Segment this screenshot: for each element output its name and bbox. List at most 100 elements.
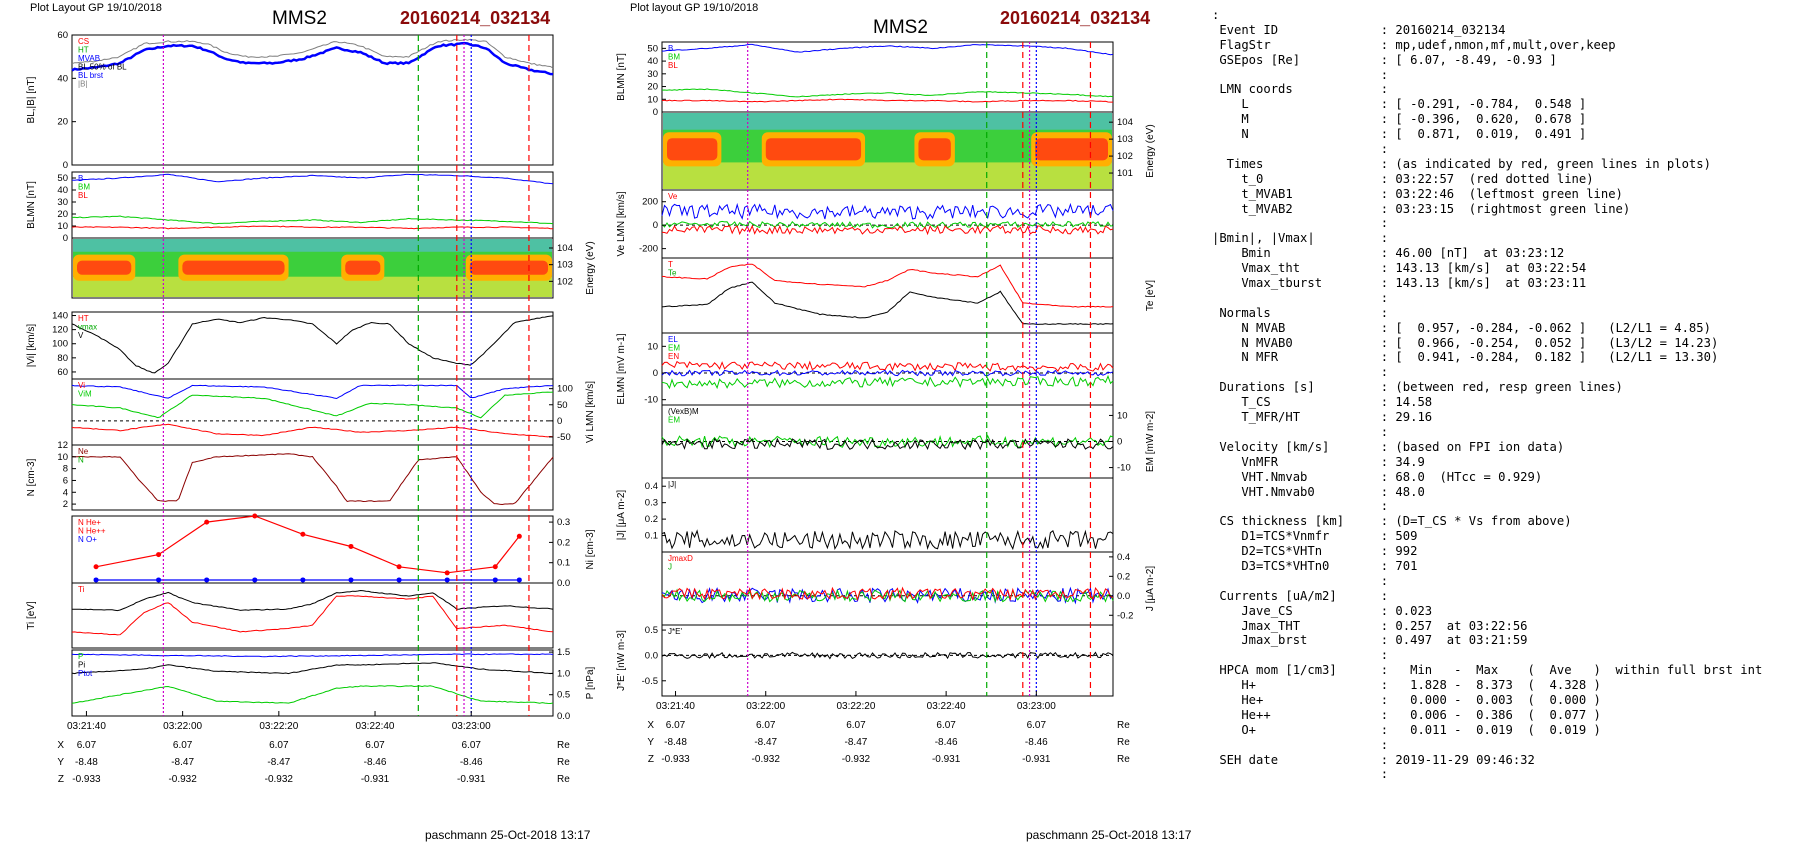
series-line xyxy=(71,225,554,230)
ephemeris-value: -8.46 xyxy=(364,757,387,768)
ephemeris-value: -0.931 xyxy=(1022,754,1051,765)
ephemeris-value: 6.07 xyxy=(365,740,385,751)
info-line: D3=TCS*VHTn0 : 701 xyxy=(1212,558,1418,573)
legend-entry: EM xyxy=(668,344,680,353)
info-line: VHT.Nmvab : 68.0 (HTcc = 0.929) xyxy=(1212,469,1543,484)
panel-frame xyxy=(661,624,1114,697)
info-line: Jmax_brst : 0.497 at 03:21:59 xyxy=(1212,633,1528,648)
panel-frame xyxy=(661,257,1114,334)
ephemeris-value: 6.07 xyxy=(77,740,97,751)
panel-right-2: 101 102 103 104 Energy (eV) xyxy=(661,111,1156,191)
legend-entry: B xyxy=(668,44,673,53)
y-tick-label: 0.3 xyxy=(557,517,570,528)
y-axis-label: Ve LMN [km/s] xyxy=(616,191,627,256)
spectrogram-hot-core xyxy=(182,260,285,275)
info-line: : xyxy=(1212,290,1389,305)
ephemeris-value: -8.46 xyxy=(460,757,483,768)
series-line xyxy=(661,224,1114,236)
y-tick-label: 20 xyxy=(647,82,658,93)
ephemeris-value: 6.07 xyxy=(269,740,289,751)
info-line: He+ : 0.000 - 0.003 ( 0.000 ) xyxy=(1212,692,1601,707)
y-axis-label: J*E' [nW m-3] xyxy=(616,630,627,691)
legend-entry: B xyxy=(78,174,83,183)
panel-left-7: 0.0 0.1 0.2 0.3 Ni [cm-3] N He+N He++N O+ xyxy=(71,513,596,589)
right-event-label: 20160214_032134 xyxy=(1000,8,1151,28)
y-axis-label: Ni [cm-3] xyxy=(585,529,596,569)
series-line xyxy=(661,529,1114,551)
panel-frame xyxy=(71,237,554,299)
series-line xyxy=(71,173,554,185)
legend-entry: BL xyxy=(668,61,678,70)
series-line xyxy=(661,98,1113,103)
y-tick-label: 10 xyxy=(57,221,68,232)
legend-entry: N O+ xyxy=(78,535,97,544)
series-line xyxy=(71,653,554,658)
y-tick-label: 0 xyxy=(653,220,658,231)
time-tick-label: 03:21:40 xyxy=(656,701,695,712)
left-plot-header: Plot Layout GP 19/10/2018 xyxy=(30,2,162,14)
ephemeris-value: -0.931 xyxy=(457,774,486,785)
legend-entry: BM xyxy=(668,53,680,62)
y-tick-label: 40 xyxy=(647,56,658,67)
info-line: L : [ -0.291, -0.784, 0.548 ] xyxy=(1212,97,1587,112)
legend-entry: BL xyxy=(78,191,88,200)
y-axis-label: BLMN [nT] xyxy=(616,53,627,101)
y-tick-label: 120 xyxy=(52,325,68,336)
legend-entry: P xyxy=(78,652,83,661)
right-spacecraft-label: MMS2 xyxy=(873,17,928,38)
legend-entry: BM xyxy=(78,183,90,192)
ephemeris-value: 6.07 xyxy=(173,740,193,751)
ephemeris-unit: Re xyxy=(557,757,570,768)
panel-frame xyxy=(71,444,554,511)
info-line: VHT.Nmvab0 : 48.0 xyxy=(1212,484,1425,499)
y-tick-label: 1.5 xyxy=(557,647,570,658)
info-line: : xyxy=(1212,365,1389,380)
ephemeris-label: X xyxy=(57,740,64,751)
panel-frame xyxy=(71,378,554,446)
ephemeris-value: 6.07 xyxy=(666,720,686,731)
info-line: Durations [s] : (between red, resp green… xyxy=(1212,380,1623,395)
y-axis-label: ELMN [mV m-1] xyxy=(616,333,627,404)
time-tick-label: 03:23:00 xyxy=(452,721,491,732)
panel-frame xyxy=(71,34,554,166)
y-tick-label: 0.0 xyxy=(557,711,570,722)
legend-entry: (VexB)M xyxy=(668,407,699,416)
right-footer: paschmann 25-Oct-2018 13:17 xyxy=(1026,828,1192,842)
series-line xyxy=(71,685,554,705)
legend-entry: Te xyxy=(668,269,677,278)
spectrogram-high-band xyxy=(663,113,1112,130)
info-line: O+ : 0.011 - 0.019 ( 0.019 ) xyxy=(1212,722,1601,737)
ephemeris-value: -8.48 xyxy=(75,757,98,768)
spectrogram-hot-core xyxy=(1035,138,1108,161)
ephemeris-value: -8.47 xyxy=(267,757,290,768)
spectrogram-low-band xyxy=(663,162,1112,189)
info-line: N MFR : [ 0.941, -0.284, 0.182 ] (L2/L1 … xyxy=(1212,350,1719,365)
y-tick-label: -50 xyxy=(557,432,571,443)
y-tick-label: 0 xyxy=(653,368,658,379)
spectrogram-high-band xyxy=(73,239,552,252)
event-info-panel: : Event ID : 20160214_032134 FlagStr : m… xyxy=(1212,8,1802,782)
info-line: : xyxy=(1212,67,1389,82)
y-tick-label: 100 xyxy=(557,384,573,395)
y-tick-label: 4 xyxy=(63,487,68,498)
legend-entry: MVAB xyxy=(78,54,100,63)
legend-entry: HT xyxy=(78,314,89,323)
y-tick-label: 1.0 xyxy=(557,668,570,679)
legend-entry: ViM xyxy=(78,390,92,399)
legend-entry: JmaxD xyxy=(668,554,693,563)
y-tick-label: 10 xyxy=(57,452,68,463)
legend-entry: N He+ xyxy=(78,518,101,527)
info-line: D2=TCS*VHTn : 992 xyxy=(1212,544,1418,559)
y-tick-label: 40 xyxy=(57,73,68,84)
panel-frame xyxy=(661,477,1114,553)
y-tick-label: 0.5 xyxy=(645,625,658,636)
legend-entry: Ti xyxy=(78,585,85,594)
ephemeris-value: 6.07 xyxy=(756,720,776,731)
series-line xyxy=(71,391,554,419)
y-tick-label: 20 xyxy=(57,117,68,128)
ephemeris-unit: Re xyxy=(557,774,570,785)
ephemeris-value: -0.932 xyxy=(842,754,871,765)
panel-frame xyxy=(661,332,1114,406)
